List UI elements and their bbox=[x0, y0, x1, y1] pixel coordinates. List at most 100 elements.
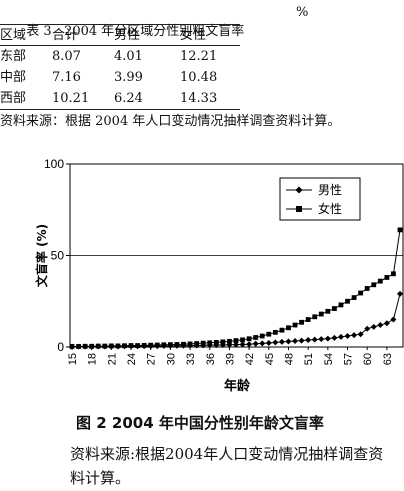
data-point-female bbox=[345, 298, 350, 304]
x-tick-label: 15 bbox=[67, 353, 79, 365]
table-header-row: 区域 合计 男性 女性 bbox=[0, 25, 240, 46]
data-point-female bbox=[181, 341, 186, 347]
x-tick-label: 42 bbox=[244, 353, 256, 365]
data-point-female bbox=[200, 340, 206, 346]
data-point-female bbox=[246, 336, 252, 342]
data-point-male bbox=[324, 335, 331, 342]
data-point-female bbox=[358, 290, 364, 296]
x-tick-label: 39 bbox=[224, 353, 236, 365]
table-cell: 东部 bbox=[0, 49, 27, 64]
data-point-male bbox=[331, 334, 338, 341]
data-point-male bbox=[285, 338, 292, 345]
data-point-male bbox=[292, 337, 299, 344]
data-point-male bbox=[370, 323, 377, 330]
data-point-female bbox=[95, 343, 101, 349]
data-point-female bbox=[128, 343, 134, 348]
data-point-female bbox=[384, 275, 390, 280]
data-point-male bbox=[298, 337, 305, 344]
table-cell: 8.07 bbox=[52, 49, 81, 64]
data-point-female bbox=[161, 342, 167, 348]
table-header-cell: 男性 bbox=[114, 28, 141, 43]
data-point-male bbox=[233, 341, 239, 348]
data-point-female bbox=[377, 278, 383, 284]
data-point-female bbox=[351, 295, 357, 300]
data-point-female bbox=[76, 344, 81, 349]
table-rule-bottom bbox=[0, 109, 240, 110]
data-point-female bbox=[148, 342, 154, 348]
data-point-female bbox=[318, 311, 324, 317]
table-cell: 3.99 bbox=[114, 70, 143, 85]
data-point-female bbox=[141, 342, 147, 348]
data-point-female bbox=[272, 329, 278, 335]
data-point-female bbox=[135, 343, 140, 348]
data-point-male bbox=[397, 290, 403, 297]
x-tick-label: 24 bbox=[126, 353, 138, 365]
data-point-female bbox=[397, 227, 403, 233]
table-cell: 中部 bbox=[0, 70, 27, 85]
figure-caption: 图 2 2004 年中国分性别年龄文盲率 bbox=[76, 414, 324, 432]
data-point-male bbox=[239, 341, 246, 348]
x-tick-label: 57 bbox=[343, 353, 355, 365]
data-point-female bbox=[325, 308, 331, 314]
data-point-male bbox=[311, 336, 318, 343]
x-tick-label: 33 bbox=[185, 353, 197, 365]
data-point-female bbox=[108, 343, 114, 349]
table-cell: 12.21 bbox=[180, 49, 218, 64]
data-point-male bbox=[305, 337, 312, 344]
x-tick-label: 30 bbox=[165, 353, 177, 365]
data-point-male bbox=[377, 322, 384, 329]
legend-marker-square bbox=[296, 206, 302, 212]
table-title: 表 3 2004 年分区域分性别粗文盲率 % bbox=[18, 5, 308, 54]
data-point-female bbox=[233, 338, 239, 343]
table-row: 中部 7.16 3.99 10.48 bbox=[0, 67, 240, 88]
table-header-cell: 区域 bbox=[0, 28, 27, 43]
x-axis-title: 年龄 bbox=[224, 378, 251, 394]
legend-label: 男性 bbox=[318, 183, 342, 197]
data-point-male bbox=[246, 341, 253, 348]
data-point-female bbox=[122, 343, 127, 349]
legend-marker-diamond bbox=[295, 186, 303, 194]
data-point-female bbox=[279, 327, 285, 333]
table-rule-header bbox=[0, 45, 240, 46]
table-header-cell: 合计 bbox=[52, 28, 79, 43]
x-tick-label: 45 bbox=[264, 353, 276, 365]
data-point-female bbox=[227, 338, 232, 344]
data-point-female bbox=[240, 337, 245, 343]
data-point-female bbox=[69, 344, 75, 349]
x-tick-label: 36 bbox=[205, 353, 217, 365]
table-rule-top bbox=[0, 24, 240, 25]
data-point-female bbox=[187, 341, 193, 347]
table-cell: 6.24 bbox=[114, 91, 143, 106]
data-point-female bbox=[154, 342, 160, 348]
data-point-female bbox=[292, 322, 298, 328]
data-point-female bbox=[213, 340, 219, 345]
y-tick-label: 100 bbox=[44, 157, 64, 171]
data-point-female bbox=[174, 342, 180, 347]
data-point-male bbox=[318, 336, 325, 343]
table-header-cell: 女性 bbox=[180, 28, 207, 43]
data-point-male bbox=[390, 316, 397, 323]
data-point-male bbox=[278, 338, 285, 345]
table-row: 西部 10.21 6.24 14.33 bbox=[0, 88, 240, 109]
data-point-female bbox=[364, 286, 370, 291]
data-point-female bbox=[259, 333, 265, 339]
data-point-female bbox=[207, 340, 213, 346]
data-point-male bbox=[337, 333, 344, 340]
table-title-text: 表 3 2004 年分区域分性别粗文盲率 bbox=[26, 24, 245, 39]
table-cell: 7.16 bbox=[52, 70, 81, 85]
data-point-female bbox=[102, 343, 108, 349]
data-point-female bbox=[286, 325, 291, 331]
data-point-female bbox=[299, 319, 304, 325]
series-line-female bbox=[72, 229, 401, 347]
x-tick-label: 60 bbox=[362, 353, 374, 365]
data-point-female bbox=[82, 343, 88, 349]
y-tick-label: 50 bbox=[51, 249, 65, 263]
y-tick-label: 0 bbox=[57, 340, 64, 354]
data-point-male bbox=[357, 331, 364, 338]
data-point-female bbox=[266, 331, 272, 337]
data-point-male bbox=[213, 342, 220, 349]
literacy-table: 区域 合计 男性 女性 东部 8.07 4.01 12.21 中部 7.16 3… bbox=[0, 25, 240, 109]
x-tick-label: 51 bbox=[303, 353, 315, 365]
data-point-male bbox=[364, 325, 371, 332]
age-illiteracy-chart: 0 50 100 15 18 21 24 27 30 33 36 39 42 45 48 51 54 57 60 63… bbox=[34, 157, 404, 394]
